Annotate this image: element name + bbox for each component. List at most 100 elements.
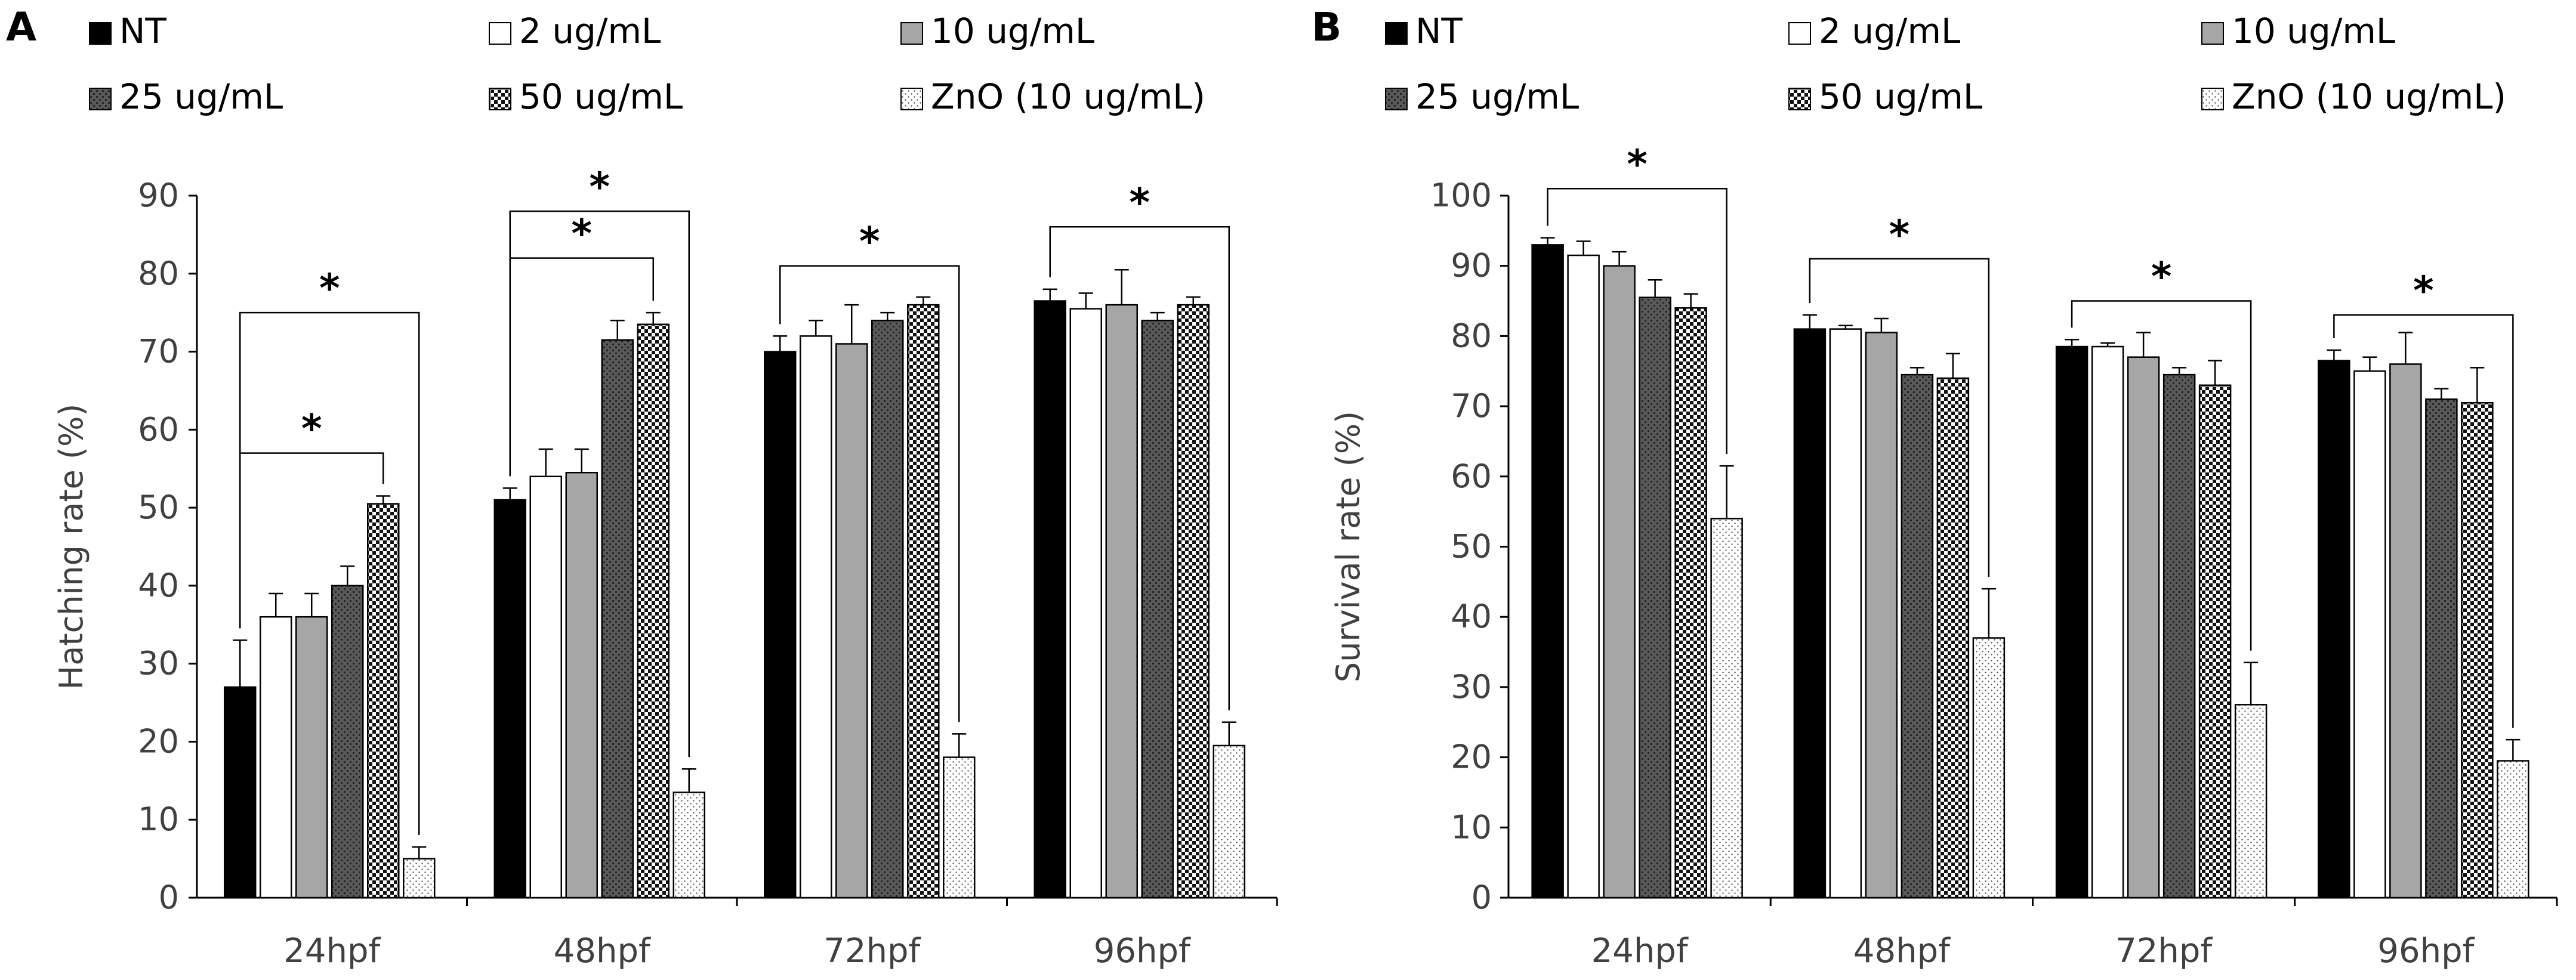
panel-a-significance-bracket <box>779 265 960 722</box>
panel-a-bar-72hpf-nt <box>764 351 797 899</box>
panel-a-x-tick-label-96hpf: 96hpf <box>1094 932 1191 970</box>
panel-a-bar-72hpf-10-ug-ml <box>835 343 868 899</box>
panel-a-bar-24hpf-50-ug-ml <box>367 503 400 899</box>
panel-a-legend-label-nt: NT <box>119 11 166 51</box>
panel-b-legend-label-zno-10-ug-ml: ZnO (10 ug/mL) <box>2232 76 2506 117</box>
panel-b-legend-label-10-ug-ml: 10 ug/mL <box>2232 11 2395 51</box>
panel-a-legend-item-2-ug-ml: 2 ug/mL <box>489 11 661 51</box>
panel-a-label: A <box>6 4 36 50</box>
panel-a-legend-swatch-25-ug-ml <box>89 88 112 110</box>
panel-b-bar-24hpf-10-ug-ml <box>1603 265 1636 899</box>
panel-a-y-tick-label-90: 90 <box>138 177 179 214</box>
panel-a-bar-24hpf-nt <box>224 686 257 899</box>
panel-b-bar-72hpf-10-ug-ml <box>2127 356 2160 899</box>
panel-b-bar-48hpf-nt <box>1793 328 1827 899</box>
panel-b-legend-label-nt: NT <box>1415 11 1463 51</box>
panel-b-legend: NT 2 ug/mL 10 ug/mL 25 ug/mL 50 ug/mL ZnO (10… <box>1385 11 2506 117</box>
panel-a-bar-48hpf-zno-10-ug-ml <box>672 792 705 899</box>
panel-a-legend-swatch-2-ug-ml <box>489 22 511 45</box>
panel-a-significance-bracket <box>509 210 690 758</box>
panel-a-legend-swatch-zno-10-ug-ml <box>900 88 923 110</box>
panel-a-bar-72hpf-50-ug-ml <box>907 304 940 899</box>
panel-b-significance-bracket <box>2071 300 2252 651</box>
panel-a-significance-star: * <box>589 164 610 210</box>
panel-a-bar-48hpf-50-ug-ml <box>637 323 670 899</box>
panel-a-y-axis-label: Hatching rate (%) <box>53 404 90 690</box>
panel-a-legend-swatch-50-ug-ml <box>489 88 511 110</box>
panel-a-significance-48hpf-4: * <box>509 164 690 758</box>
panel-b-significance-96hpf-4: * <box>2333 268 2514 728</box>
panel-b-bar-72hpf-25-ug-ml <box>2162 373 2196 899</box>
panel-a-legend-item-10-ug-ml: 10 ug/mL <box>900 11 1094 51</box>
panel-a-bar-96hpf-zno-10-ug-ml <box>1213 744 1245 899</box>
panel-a-bar-24hpf-2-ug-ml <box>260 616 292 899</box>
panel-b-bar-96hpf-2-ug-ml <box>2353 370 2386 899</box>
panel-b-significance-bracket <box>1809 258 1990 577</box>
panel-a-legend: NT 2 ug/mL 10 ug/mL 25 ug/mL 50 ug/mL ZnO (10… <box>89 11 1205 117</box>
panel-b-label: B <box>1312 4 1341 50</box>
panel-b-y-tick-label-100: 100 <box>1430 177 1492 214</box>
panel-b-legend-swatch-25-ug-ml <box>1385 88 1408 110</box>
panel-b-significance-72hpf-3: * <box>2071 254 2252 651</box>
panel-b-bar-72hpf-2-ug-ml <box>2091 345 2124 899</box>
panel-a-legend-item-nt: NT <box>89 11 166 51</box>
panel-b-y-tick-label-40: 40 <box>1451 598 1492 635</box>
panel-b-legend-label-25-ug-ml: 25 ug/mL <box>1415 76 1579 117</box>
panel-a-y-tick-label-20: 20 <box>138 722 179 760</box>
panel-a-y-tick-label-40: 40 <box>138 567 179 604</box>
panel-a-legend-item-zno-10-ug-ml: ZnO (10 ug/mL) <box>900 76 1205 117</box>
panel-b-legend-label-50-ug-ml: 50 ug/mL <box>1819 76 1982 117</box>
panel-a-bar-48hpf-2-ug-ml <box>529 475 562 899</box>
panel-b-y-tick-label-10: 10 <box>1451 808 1492 846</box>
panel-b-y-tick-label-50: 50 <box>1451 528 1492 565</box>
panel-b-bar-96hpf-nt <box>2318 360 2350 899</box>
panel-a-bar-96hpf-10-ug-ml <box>1105 304 1138 899</box>
panel-a-legend-label-50-ug-ml: 50 ug/mL <box>519 76 683 117</box>
panel-a-y-tick-label-80: 80 <box>138 255 179 292</box>
panel-b-bar-48hpf-25-ug-ml <box>1901 373 1934 899</box>
panel-b-x-tick-label-24hpf: 24hpf <box>1591 932 1689 970</box>
panel-b-bar-72hpf-nt <box>2055 345 2088 899</box>
panel-b-x-tick-label-96hpf: 96hpf <box>2377 932 2475 970</box>
panel-a-bar-72hpf-2-ug-ml <box>800 335 832 899</box>
panel-a-bar-24hpf-10-ug-ml <box>295 616 328 899</box>
panel-a-y-tick-label-10: 10 <box>138 800 179 838</box>
panel-b-bar-48hpf-10-ug-ml <box>1865 332 1898 899</box>
panel-b-bar-96hpf-25-ug-ml <box>2425 398 2458 899</box>
panel-a-y-tick-label-60: 60 <box>138 410 179 448</box>
panel-a-y-tick-label-70: 70 <box>138 333 179 370</box>
panel-b-y-tick-label-30: 30 <box>1451 668 1492 706</box>
panel-b-legend-item-10-ug-ml: 10 ug/mL <box>2201 11 2395 51</box>
panel-b-significance-48hpf-2: * <box>1809 212 1990 577</box>
panel-a-x-tick-label-48hpf: 48hpf <box>554 932 651 970</box>
panel-a-bar-96hpf-2-ug-ml <box>1069 308 1102 899</box>
panel-b-bar-24hpf-nt <box>1531 244 1564 899</box>
panel-a-y-tick-label-0: 0 <box>159 879 179 916</box>
panel-a-y-tick-label-50: 50 <box>138 489 179 526</box>
panel-b-legend-item-zno-10-ug-ml: ZnO (10 ug/mL) <box>2201 76 2506 117</box>
panel-b-legend-swatch-10-ug-ml <box>2201 22 2224 45</box>
panel-b-bar-96hpf-10-ug-ml <box>2389 363 2422 899</box>
panel-b-y-tick-label-0: 0 <box>1471 879 1492 916</box>
panel-a-legend-label-zno-10-ug-ml: ZnO (10 ug/mL) <box>931 76 1205 117</box>
panel-b-y-axis-label: Survival rate (%) <box>1329 411 1367 682</box>
panel-a-legend-label-25-ug-ml: 25 ug/mL <box>119 76 283 117</box>
panel-b-y-tick-label-80: 80 <box>1451 317 1492 354</box>
panel-a-significance-24hpf-2: * <box>239 265 420 835</box>
panel-a-legend-label-10-ug-ml: 10 ug/mL <box>931 11 1094 51</box>
panel-a-legend-item-25-ug-ml: 25 ug/mL <box>89 76 283 117</box>
panel-b-y-tick-label-70: 70 <box>1451 387 1492 425</box>
panel-b-bar-96hpf-zno-10-ug-ml <box>2497 760 2529 899</box>
panel-a-x-tick-label-24hpf: 24hpf <box>283 932 381 970</box>
panel-b-legend-label-2-ug-ml: 2 ug/mL <box>1819 11 1960 51</box>
panel-b-y-tick-label-90: 90 <box>1451 247 1492 285</box>
panel-b-significance-star: * <box>2413 268 2434 314</box>
panel-b-x-tick-label-72hpf: 72hpf <box>2115 932 2213 970</box>
panel-a-legend-label-2-ug-ml: 2 ug/mL <box>519 11 661 51</box>
panel-a-bar-96hpf-50-ug-ml <box>1177 304 1210 899</box>
panel-a-significance-96hpf-6: * <box>1049 180 1230 710</box>
panel-b-legend-swatch-2-ug-ml <box>1788 22 1811 45</box>
panel-b-legend-item-25-ug-ml: 25 ug/mL <box>1385 76 1579 117</box>
panel-a-significance-bracket <box>239 311 420 835</box>
panel-a-bar-24hpf-zno-10-ug-ml <box>403 858 436 899</box>
